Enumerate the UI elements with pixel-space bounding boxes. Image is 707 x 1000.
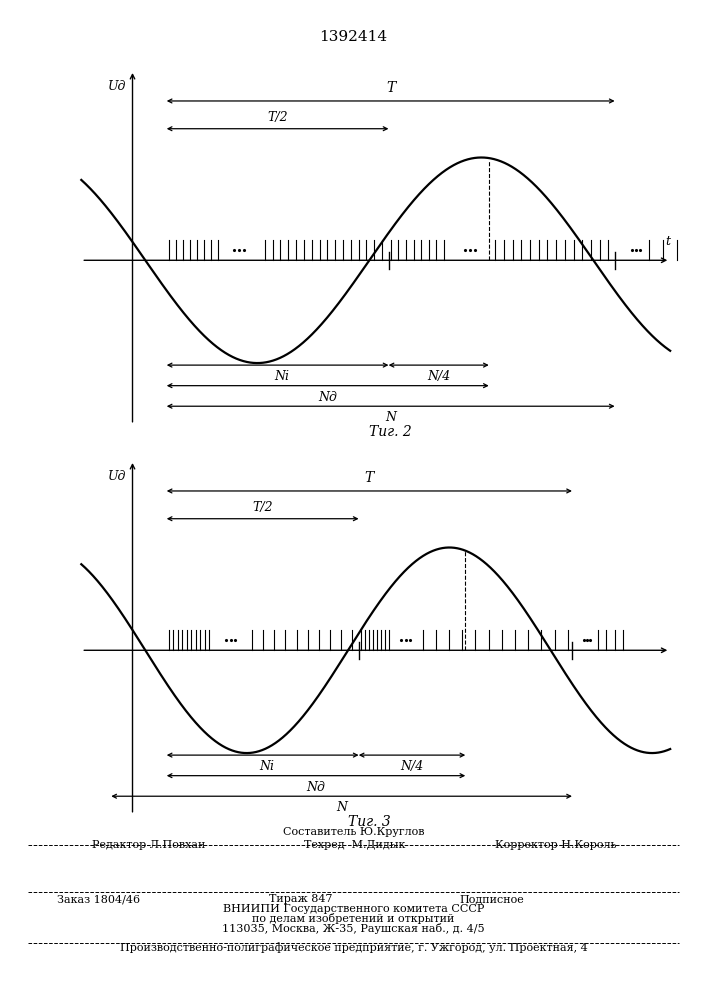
- Text: t: t: [665, 235, 670, 248]
- Text: Τиг. 2: Τиг. 2: [369, 425, 412, 439]
- Text: ВНИИПИ Государственного комитета СССР: ВНИИПИ Государственного комитета СССР: [223, 904, 484, 914]
- Text: Τиг. 3: Τиг. 3: [348, 815, 391, 829]
- Text: Техред  М.Дидык: Техред М.Дидык: [304, 840, 405, 850]
- Text: Редактор Л.Повхан: Редактор Л.Повхан: [92, 840, 205, 850]
- Text: Составитель Ю.Круглов: Составитель Ю.Круглов: [283, 827, 424, 837]
- Text: Nд: Nд: [307, 781, 325, 794]
- Text: Ni: Ni: [274, 370, 289, 383]
- Text: 113035, Москва, Ж-35, Раушская наб., д. 4/5: 113035, Москва, Ж-35, Раушская наб., д. …: [222, 923, 485, 934]
- Text: T/2: T/2: [267, 111, 288, 124]
- Text: N/4: N/4: [400, 760, 423, 773]
- Text: T/2: T/2: [252, 501, 273, 514]
- Text: Nд: Nд: [318, 391, 337, 404]
- Text: Подписное: Подписное: [460, 894, 525, 904]
- Text: N: N: [385, 411, 396, 424]
- Text: Производственно-полиграфическое предприятие, г. Ужгород, ул. Проектная, 4: Производственно-полиграфическое предприя…: [119, 942, 588, 953]
- Text: Uд: Uд: [107, 470, 126, 483]
- Text: Тираж 847: Тираж 847: [269, 894, 332, 904]
- Text: Заказ 1804/46: Заказ 1804/46: [57, 894, 140, 904]
- Text: Uд: Uд: [107, 80, 126, 93]
- Text: Ni: Ni: [259, 760, 274, 773]
- Text: T: T: [386, 81, 395, 95]
- Text: N/4: N/4: [427, 370, 450, 383]
- Text: T: T: [365, 471, 374, 485]
- Text: по делам изобретений и открытий: по делам изобретений и открытий: [252, 913, 455, 924]
- Text: 1392414: 1392414: [320, 30, 387, 44]
- Text: Корректор Н.Король: Корректор Н.Король: [495, 840, 617, 850]
- Text: N: N: [336, 801, 347, 814]
